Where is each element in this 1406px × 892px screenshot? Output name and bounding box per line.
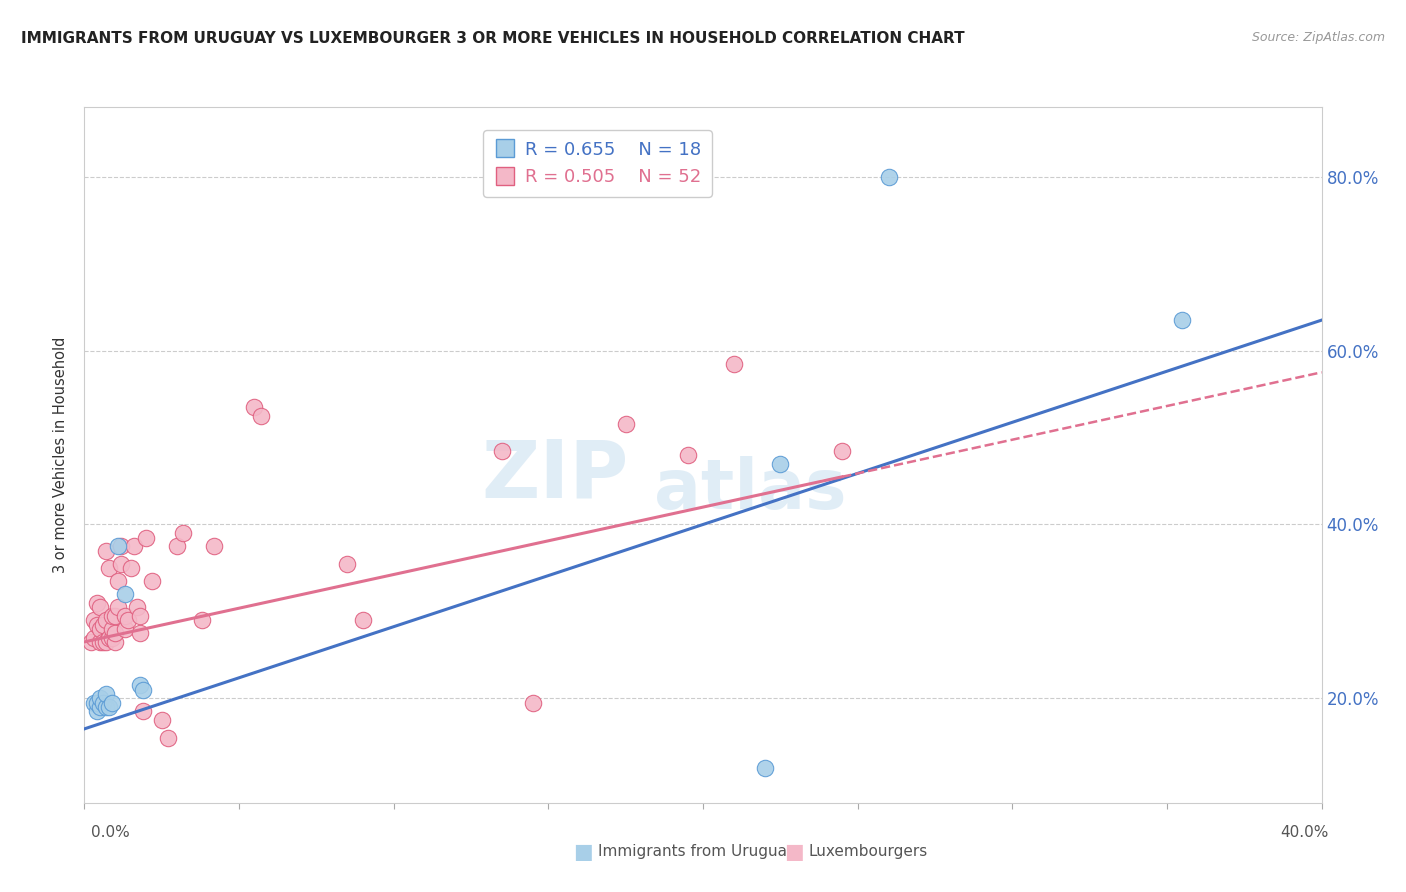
Point bbox=[352, 613, 374, 627]
Point bbox=[94, 543, 117, 558]
Point bbox=[135, 531, 157, 545]
Point bbox=[98, 561, 121, 575]
Point bbox=[107, 539, 129, 553]
Point bbox=[107, 574, 129, 588]
Text: ■: ■ bbox=[574, 842, 593, 862]
Point bbox=[769, 457, 792, 471]
Point bbox=[614, 417, 637, 432]
Point bbox=[114, 587, 136, 601]
Point bbox=[156, 731, 179, 745]
Point bbox=[166, 539, 188, 553]
Point bbox=[89, 635, 111, 649]
Point bbox=[1171, 313, 1194, 327]
Text: Immigrants from Uruguay: Immigrants from Uruguay bbox=[598, 845, 796, 859]
Point bbox=[120, 561, 142, 575]
Text: 40.0%: 40.0% bbox=[1281, 825, 1329, 840]
Point bbox=[191, 613, 214, 627]
Point bbox=[150, 713, 173, 727]
Point bbox=[89, 600, 111, 615]
Point bbox=[754, 761, 776, 775]
Point bbox=[86, 696, 108, 710]
Legend: R = 0.655    N = 18, R = 0.505    N = 52: R = 0.655 N = 18, R = 0.505 N = 52 bbox=[484, 130, 711, 196]
Point bbox=[98, 700, 121, 714]
Point bbox=[98, 631, 121, 645]
Point bbox=[101, 631, 124, 645]
Point bbox=[86, 596, 108, 610]
Point bbox=[129, 608, 152, 623]
Point bbox=[249, 409, 271, 423]
Text: 0.0%: 0.0% bbox=[91, 825, 131, 840]
Y-axis label: 3 or more Vehicles in Household: 3 or more Vehicles in Household bbox=[53, 337, 69, 573]
Point bbox=[91, 617, 114, 632]
Point bbox=[104, 635, 127, 649]
Point bbox=[129, 626, 152, 640]
Point bbox=[110, 539, 132, 553]
Point bbox=[89, 700, 111, 714]
Point bbox=[83, 696, 105, 710]
Text: Source: ZipAtlas.com: Source: ZipAtlas.com bbox=[1251, 31, 1385, 45]
Point bbox=[125, 600, 148, 615]
Point bbox=[86, 617, 108, 632]
Point bbox=[101, 696, 124, 710]
Point bbox=[104, 608, 127, 623]
Point bbox=[79, 635, 101, 649]
Point bbox=[91, 635, 114, 649]
Point bbox=[202, 539, 225, 553]
Point bbox=[101, 608, 124, 623]
Text: atlas: atlas bbox=[654, 456, 846, 524]
Point bbox=[132, 682, 155, 697]
Point bbox=[107, 600, 129, 615]
Point bbox=[104, 626, 127, 640]
Point bbox=[877, 169, 900, 184]
Point bbox=[94, 687, 117, 701]
Point bbox=[83, 613, 105, 627]
Point bbox=[336, 557, 359, 571]
Point bbox=[89, 622, 111, 636]
Point bbox=[491, 443, 513, 458]
Point bbox=[91, 696, 114, 710]
Point bbox=[94, 613, 117, 627]
Point bbox=[114, 622, 136, 636]
Point bbox=[141, 574, 163, 588]
Point bbox=[132, 705, 155, 719]
Point bbox=[676, 448, 699, 462]
Text: Luxembourgers: Luxembourgers bbox=[808, 845, 928, 859]
Text: ■: ■ bbox=[785, 842, 804, 862]
Text: IMMIGRANTS FROM URUGUAY VS LUXEMBOURGER 3 OR MORE VEHICLES IN HOUSEHOLD CORRELAT: IMMIGRANTS FROM URUGUAY VS LUXEMBOURGER … bbox=[21, 31, 965, 46]
Point bbox=[122, 539, 145, 553]
Point bbox=[522, 696, 544, 710]
Point bbox=[94, 635, 117, 649]
Point bbox=[83, 631, 105, 645]
Point bbox=[89, 691, 111, 706]
Point bbox=[129, 678, 152, 692]
Point bbox=[101, 622, 124, 636]
Point bbox=[172, 526, 194, 541]
Point bbox=[86, 705, 108, 719]
Point bbox=[117, 613, 139, 627]
Point bbox=[110, 557, 132, 571]
Text: ZIP: ZIP bbox=[481, 437, 628, 515]
Point bbox=[723, 357, 745, 371]
Point bbox=[831, 443, 853, 458]
Point bbox=[243, 400, 266, 414]
Point bbox=[94, 700, 117, 714]
Point bbox=[114, 608, 136, 623]
